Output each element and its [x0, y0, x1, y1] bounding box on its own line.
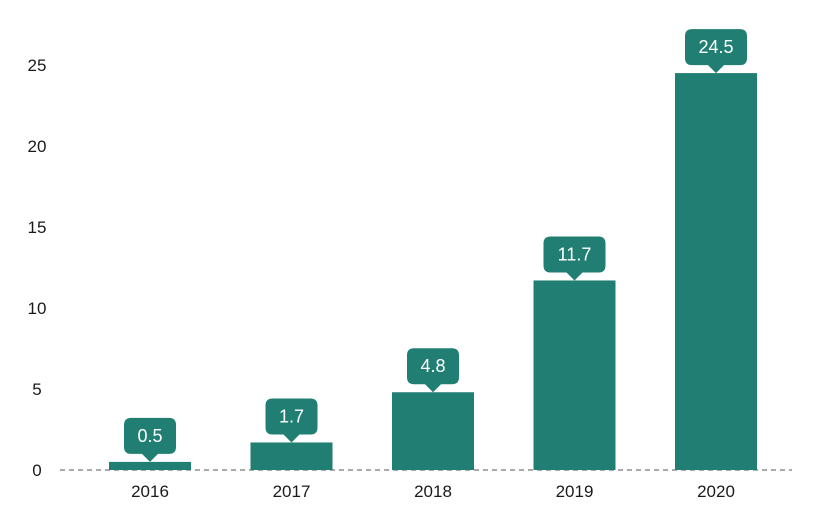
x-tick-label: 2016: [131, 482, 169, 501]
bar: [533, 280, 616, 470]
x-axis: 2016 2017 2018 2019 2020: [131, 482, 735, 501]
data-label: 24.5: [698, 37, 733, 57]
data-label-bubble: [543, 236, 606, 281]
x-tick-label: 2017: [273, 482, 311, 501]
data-label-group: 0.5 1.7 4.8 11.7 24.5: [124, 29, 747, 462]
y-axis: 0 5 10 15 20 25: [28, 56, 47, 480]
data-label-bubble: [685, 29, 747, 74]
data-label-bubble: [265, 398, 318, 443]
y-tick-label: 10: [28, 299, 47, 318]
data-label: 11.7: [558, 244, 592, 264]
x-tick-label: 2019: [556, 482, 594, 501]
x-tick-label: 2018: [414, 482, 452, 501]
x-tick-label: 2020: [697, 482, 735, 501]
y-tick-label: 25: [28, 56, 47, 75]
bar-series: [109, 73, 757, 470]
y-tick-label: 0: [32, 461, 41, 480]
data-label: 0.5: [137, 426, 162, 446]
bar: [250, 442, 333, 470]
bar: [675, 73, 757, 470]
y-tick-label: 15: [28, 218, 47, 237]
data-label-bubble: [124, 417, 176, 462]
bar: [109, 461, 191, 470]
data-label: 4.8: [420, 356, 445, 376]
bar: [392, 392, 474, 470]
y-tick-label: 20: [28, 137, 47, 156]
y-tick-label: 5: [32, 380, 41, 399]
data-label: 1.7: [279, 406, 304, 426]
data-label-bubble: [407, 348, 459, 393]
